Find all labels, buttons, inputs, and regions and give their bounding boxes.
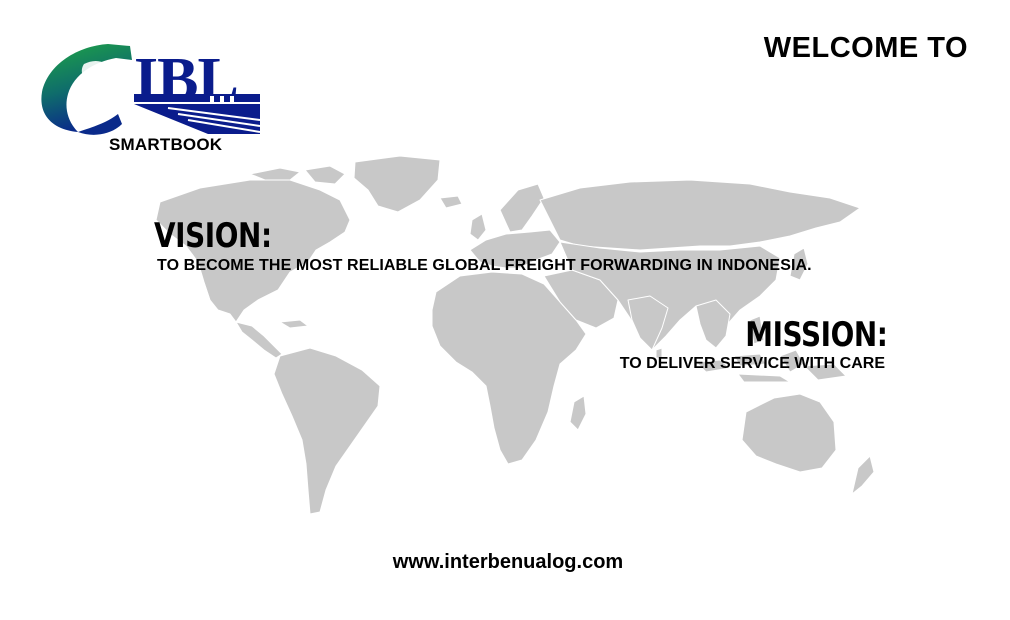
mission-heading: MISSION: xyxy=(745,315,889,355)
indonesia xyxy=(695,359,731,373)
greenland xyxy=(353,155,441,213)
south-america xyxy=(273,347,381,515)
vision-text: TO BECOME THE MOST RELIABLE GLOBAL FREIG… xyxy=(157,257,812,274)
india xyxy=(627,295,669,351)
scandinavia xyxy=(499,183,545,233)
vision-heading: VISION: xyxy=(154,216,272,256)
mission-text: TO DELIVER SERVICE WITH CARE xyxy=(619,355,885,372)
europe xyxy=(469,229,561,269)
logo-caption: SMARTBOOK xyxy=(109,135,223,154)
australia xyxy=(741,393,837,473)
central-america xyxy=(235,321,283,359)
world-map xyxy=(155,155,875,515)
arctic-islands xyxy=(249,167,301,181)
russia xyxy=(539,179,861,251)
north-america xyxy=(155,179,351,323)
website-link[interactable]: www.interbenualog.com xyxy=(392,551,624,573)
africa xyxy=(431,271,587,465)
globe-logo-icon: IBL xyxy=(41,44,261,135)
southeast-asia xyxy=(695,299,731,349)
logo-letters: IBL xyxy=(134,46,238,114)
welcome-heading: WELCOME TO xyxy=(763,32,968,64)
